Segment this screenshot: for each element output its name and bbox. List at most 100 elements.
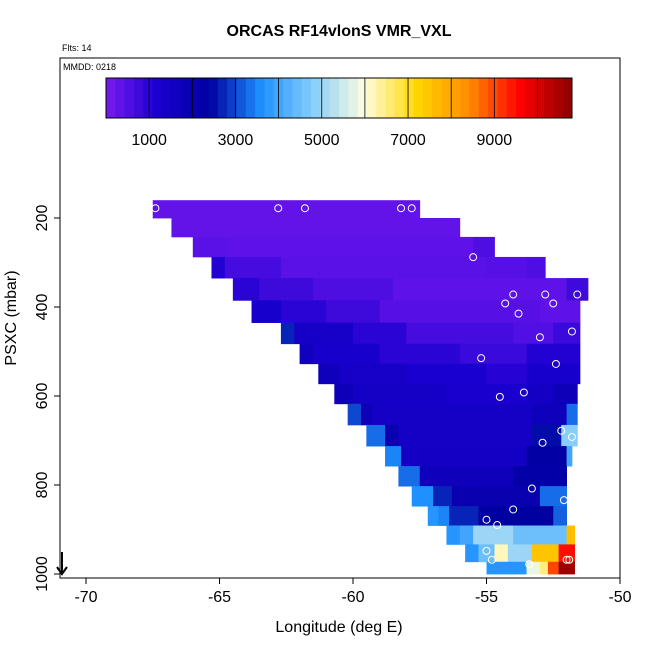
heatmap-cell <box>451 486 541 507</box>
date-label: MMDD: 0218 <box>63 62 116 72</box>
heatmap-cell <box>526 561 541 575</box>
sample-point <box>541 290 550 299</box>
colorbar-tick-label: 3000 <box>218 132 254 149</box>
heatmap-cell <box>259 278 314 301</box>
colorbar-cell <box>385 78 396 118</box>
heatmap-cell <box>553 506 567 526</box>
colorbar-cell <box>171 78 181 118</box>
heatmap-cell <box>326 300 381 323</box>
heatmap-cell <box>566 525 576 545</box>
colorbar-cell <box>320 78 331 118</box>
colorbar-tick-label: 7000 <box>390 132 426 149</box>
heatmap-cell <box>385 424 399 447</box>
heatmap-cell <box>171 218 461 238</box>
colorbar-cell <box>478 78 489 118</box>
heatmap-cell <box>465 544 479 563</box>
colorbar-cell <box>506 78 517 118</box>
colorbar-cell <box>189 78 200 118</box>
heatmap-cell <box>531 544 559 563</box>
colorbar-cell <box>488 78 498 118</box>
colorbar-cell <box>516 78 526 118</box>
heatmap-cell <box>334 383 354 405</box>
heatmap-cell <box>211 256 226 279</box>
heatmap-cell <box>406 363 487 385</box>
colorbar-cell <box>264 78 275 118</box>
heatmap-cell <box>539 300 581 323</box>
x-tick-label: -70 <box>74 589 97 606</box>
colorbar-cell <box>413 78 424 118</box>
x-axis: -70 -65 -60 -55 -50 <box>74 578 632 606</box>
colorbar-cell <box>544 78 554 118</box>
sample-point <box>407 204 416 213</box>
colorbar-cell <box>236 78 247 118</box>
y-tick-label: 200 <box>34 205 51 232</box>
heatmap-cell <box>553 383 578 405</box>
heatmap-cell <box>526 343 581 365</box>
colorbar-cell <box>497 78 508 118</box>
sample-point <box>482 546 491 555</box>
colorbar-cell <box>339 78 349 118</box>
heatmap-cell <box>280 300 327 323</box>
heatmap-cell <box>561 424 578 447</box>
heatmap-cell <box>478 544 495 563</box>
x-tick-label: -55 <box>475 589 498 606</box>
colorbar-cell <box>441 78 452 118</box>
sample-point <box>535 333 544 342</box>
sample-point <box>525 560 534 569</box>
sample-point <box>551 359 560 368</box>
sample-point <box>469 253 478 262</box>
heatmap-cell <box>494 544 509 563</box>
sample-point <box>397 204 406 213</box>
sample-point <box>549 299 558 308</box>
colorbar-cell <box>152 78 163 118</box>
colorbar-cell <box>422 78 433 118</box>
heatmap-cell <box>526 446 567 467</box>
colorbar-cell <box>161 78 172 118</box>
colorbar-frame <box>105 77 573 119</box>
colorbar-cell <box>143 78 153 118</box>
heatmap-cell <box>401 446 527 467</box>
sample-point <box>495 392 504 401</box>
flights-label: Flts: 14 <box>62 43 92 53</box>
heatmap-cell <box>446 525 461 545</box>
sample-point <box>519 388 528 397</box>
colorbar-cell <box>460 78 470 118</box>
heatmap-cell <box>398 424 533 447</box>
heatmap-cell <box>513 322 554 345</box>
heatmap-cell <box>312 278 394 301</box>
sample-point <box>514 309 523 318</box>
colorbar-cell <box>283 78 293 118</box>
sample-point <box>567 327 576 336</box>
x-tick-label: -65 <box>208 589 231 606</box>
colorbar-cell <box>124 78 135 118</box>
heatmap-cell <box>347 403 362 426</box>
colorbar-tick-label: 5000 <box>304 132 340 149</box>
colorbar-tick-label: 9000 <box>477 132 513 149</box>
heatmap-cell <box>507 544 533 563</box>
heatmap-cell <box>366 424 386 447</box>
sample-point <box>557 426 566 435</box>
colorbar-cell <box>217 78 228 118</box>
heatmap-cell <box>419 466 514 487</box>
heatmap-cell <box>539 561 549 575</box>
heatmap-cell <box>379 343 461 365</box>
heatmap-cell <box>547 561 559 575</box>
heatmap-cell <box>513 466 567 487</box>
sample-point <box>300 204 309 213</box>
heatmap-cell <box>558 544 576 563</box>
colorbar-cell <box>180 78 191 118</box>
sample-point <box>559 496 568 505</box>
heatmap-cell <box>232 278 260 301</box>
colorbar-cell <box>450 78 461 118</box>
colorbar-cell <box>432 78 442 118</box>
heatmap-cell <box>318 363 341 385</box>
heatmap-cell <box>280 322 295 345</box>
colorbar: 1000 3000 5000 7000 9000 <box>105 77 573 149</box>
heatmap-cell <box>393 278 567 301</box>
sample-point <box>477 354 486 363</box>
heatmap-cell <box>531 403 567 426</box>
x-tick-label: -50 <box>608 589 631 606</box>
colorbar-cell <box>255 78 265 118</box>
heatmap-cell <box>459 525 474 545</box>
heatmap-cell <box>379 300 541 323</box>
